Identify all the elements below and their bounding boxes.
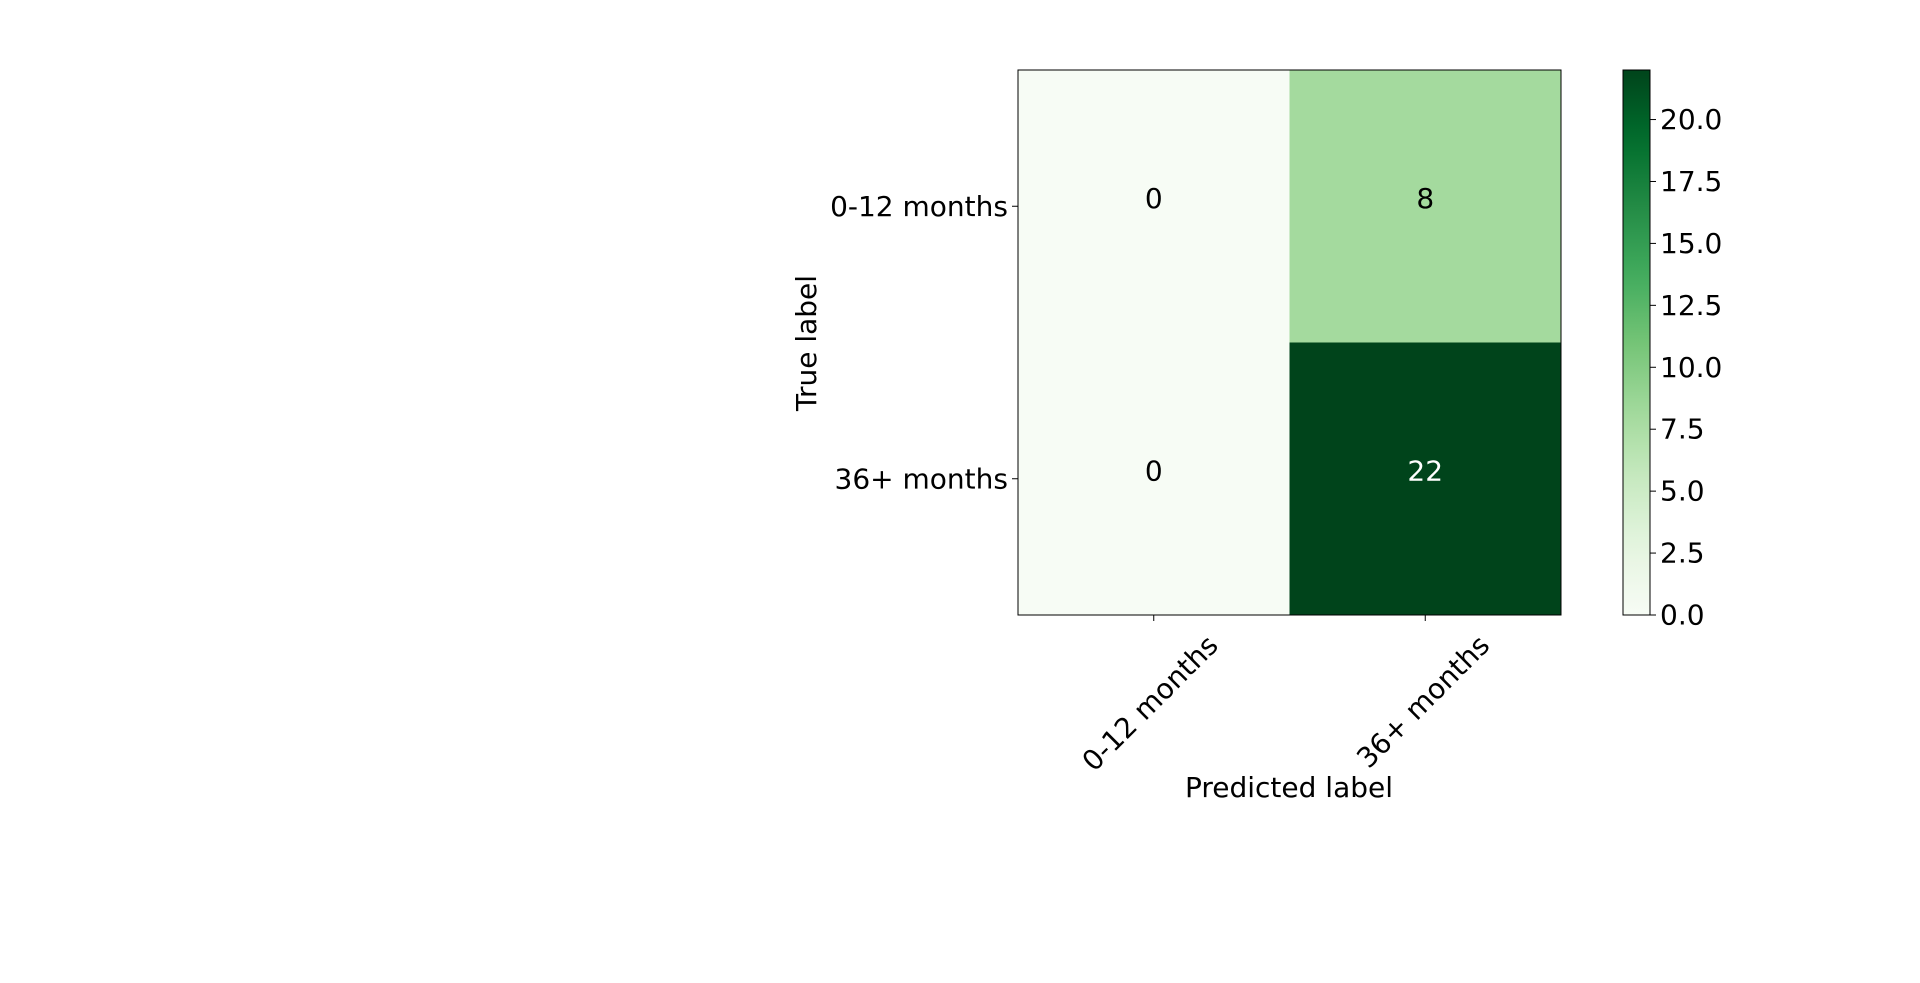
colorbar-tick-label-6: 15.0 <box>1660 227 1722 260</box>
x-axis-label: Predicted label <box>1185 771 1393 804</box>
y-tick-label-1: 36+ months <box>835 462 1008 495</box>
cell-value-r1-c1: 22 <box>1407 454 1443 487</box>
colorbar-tick-label-0: 0.0 <box>1660 599 1705 632</box>
cell-value-r0-c0: 0 <box>1145 182 1163 215</box>
plot-frame <box>1017 69 1562 616</box>
colorbar-tick-label-1: 2.5 <box>1660 537 1705 570</box>
colorbar-tick-label-4: 10.0 <box>1660 351 1722 384</box>
cell-value-r0-c1: 8 <box>1416 182 1434 215</box>
heatmap-cell-r0-c0 <box>1018 70 1290 343</box>
heatmap-cells <box>1018 70 1562 616</box>
colorbar-tick-label-5: 12.5 <box>1660 289 1722 322</box>
colorbar-gradient <box>1623 70 1650 615</box>
colorbar-tick-label-3: 7.5 <box>1660 413 1705 446</box>
colorbar-tick-label-7: 17.5 <box>1660 165 1722 198</box>
y-axis-label: True label <box>790 275 823 412</box>
heatmap-cell-r1-c1 <box>1289 342 1562 616</box>
cell-value-r1-c0: 0 <box>1145 454 1163 487</box>
colorbar-frame <box>1622 69 1651 616</box>
y-tick-label-0: 0-12 months <box>830 190 1008 223</box>
colorbar-tick-label-2: 5.0 <box>1660 475 1705 508</box>
heatmap-cell-r0-c1 <box>1289 70 1562 343</box>
heatmap-cell-labels: 0 8 0 22 <box>1145 182 1443 488</box>
heatmap-cell-r1-c0 <box>1018 342 1290 616</box>
colorbar-tick-label-8: 20.0 <box>1660 103 1722 136</box>
colorbar: 0.0 2.5 5.0 7.5 10.0 12.5 15.0 17.5 20.0 <box>1622 69 1722 632</box>
y-axis: 0-12 months 36+ months <box>830 190 1018 495</box>
